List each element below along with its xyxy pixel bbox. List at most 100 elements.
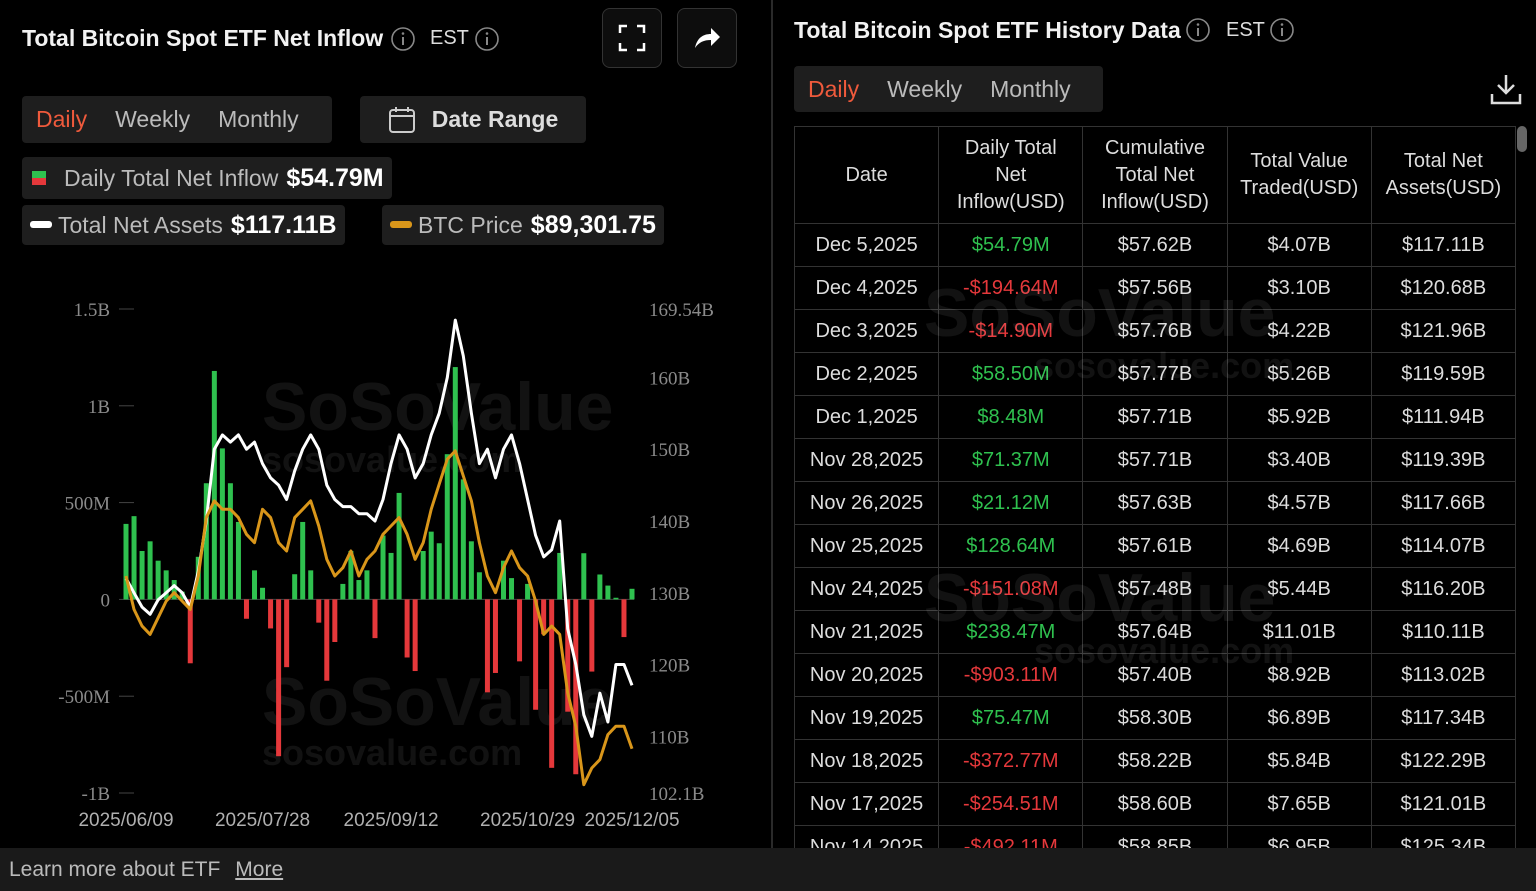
bar [380, 535, 386, 600]
table-cell: $122.29B [1370, 739, 1516, 783]
legend-chip: Total Net Assets $117.11B [22, 205, 345, 245]
more-link[interactable]: More [235, 857, 284, 881]
bar [509, 578, 515, 600]
info-icon[interactable] [1269, 17, 1295, 43]
table-cell: $7.65B [1226, 782, 1372, 826]
table-cell: $57.63B [1082, 481, 1228, 525]
fullscreen-icon [618, 24, 646, 52]
info-icon[interactable] [474, 26, 500, 52]
bar [139, 551, 145, 600]
y-tick-label: -1B [82, 784, 111, 805]
table-cell: $116.20B [1370, 567, 1516, 611]
table-cell: $3.10B [1226, 266, 1372, 310]
tab[interactable]: Daily [36, 106, 88, 132]
legend-value: $89,301.75 [530, 210, 656, 239]
y-tick-label: 0 [101, 590, 111, 611]
tab[interactable]: Monthly [218, 106, 299, 132]
legend-chip: Daily Total Net Inflow $54.79M [22, 157, 392, 199]
y2-tick-label: 120B [649, 656, 690, 677]
bar [549, 599, 555, 768]
timezone: EST [1226, 19, 1265, 41]
table-cell: $57.64B [1082, 610, 1228, 654]
info-icon[interactable] [1185, 17, 1211, 43]
table-cell: $117.34B [1370, 696, 1516, 740]
footer: Learn more about ETF More [0, 848, 1536, 891]
table-cell: -$492.11M [938, 825, 1084, 848]
bar [597, 574, 603, 600]
table-row: Dec 4,2025 -$194.64M $57.56B $3.10B $120.68B [794, 266, 1516, 310]
bar [581, 553, 587, 600]
watermark: SoSoValue [262, 369, 613, 445]
info-icon[interactable] [390, 26, 416, 52]
y2-tick-label: 130B [649, 584, 690, 605]
table-cell: $125.34B [1370, 825, 1516, 848]
price-legend-swatch [390, 221, 412, 228]
bar [436, 543, 442, 600]
table-cell: Dec 2,2025 [794, 352, 940, 396]
table-cell: $5.44B [1226, 567, 1372, 611]
legend-value: $54.79M [286, 163, 384, 192]
bar [219, 448, 225, 600]
table-cell: $5.26B [1226, 352, 1372, 396]
table-cell: $57.61B [1082, 524, 1228, 568]
timezone: EST [430, 27, 469, 49]
scrollbar[interactable] [1517, 126, 1527, 152]
table-row: Dec 2,2025 $58.50M $57.77B $5.26B $119.59B [794, 352, 1516, 396]
download-button[interactable] [1489, 72, 1523, 106]
table-cell: $57.76B [1082, 309, 1228, 353]
table-cell: $4.07B [1226, 223, 1372, 267]
table-cell: $58.85B [1082, 825, 1228, 848]
y2-tick-label: 110B [649, 727, 689, 748]
table-cell: Dec 4,2025 [794, 266, 940, 310]
table-row: Nov 28,2025 $71.37M $57.71B $3.40B $119.39B [794, 438, 1516, 482]
table-cell: $71.37M [938, 438, 1084, 482]
bar [484, 599, 490, 693]
bar [565, 599, 571, 712]
x-tick-label: 2025/07/28 [215, 810, 310, 831]
tab[interactable]: Weekly [887, 75, 963, 102]
bar [468, 541, 474, 600]
x-tick-label: 2025/12/05 [584, 810, 679, 831]
table-cell: $3.40B [1226, 438, 1372, 482]
bar [533, 599, 539, 710]
bar [235, 521, 241, 600]
bar [364, 570, 370, 600]
bar [573, 599, 579, 775]
date-range-button[interactable]: Date Range [360, 96, 586, 143]
table-cell: $6.89B [1226, 696, 1372, 740]
table-cell: $120.68B [1370, 266, 1516, 310]
table-cell: $57.62B [1082, 223, 1228, 267]
share-button[interactable] [677, 8, 737, 68]
bar [589, 599, 595, 672]
bar [324, 599, 330, 681]
bar [476, 572, 482, 600]
table-cell: $21.12M [938, 481, 1084, 525]
table-cell: $4.22B [1226, 309, 1372, 353]
bar [613, 597, 619, 600]
table-cell: $113.02B [1370, 653, 1516, 697]
table-cell: $54.79M [938, 223, 1084, 267]
table-cell: -$254.51M [938, 782, 1084, 826]
bar [308, 570, 314, 600]
tab[interactable]: Daily [808, 75, 860, 102]
bar [227, 483, 233, 600]
table-cell: $111.94B [1370, 395, 1516, 439]
panel-title: Total Bitcoin Spot ETF History Data [794, 17, 1181, 43]
table-row: Dec 5,2025 $54.79M $57.62B $4.07B $117.11B [794, 223, 1516, 267]
bar [131, 516, 137, 600]
table-cell: -$151.08M [938, 567, 1084, 611]
bar [252, 570, 258, 600]
tab[interactable]: Monthly [990, 75, 1071, 102]
table-cell: $4.57B [1226, 481, 1372, 525]
header-row: Date Daily Total Net Inflow(USD) Cumulativ… [794, 126, 1516, 224]
bar [163, 570, 169, 600]
assets-legend-swatch [30, 221, 52, 228]
table-cell: -$903.11M [938, 653, 1084, 697]
table-cell: $57.71B [1082, 395, 1228, 439]
tab[interactable]: Weekly [115, 106, 191, 132]
y-tick-label: 1B [88, 397, 110, 418]
table-cell: $117.11B [1370, 223, 1516, 267]
fullscreen-button[interactable] [602, 8, 662, 68]
x-tick-label: 2025/10/29 [480, 810, 575, 831]
